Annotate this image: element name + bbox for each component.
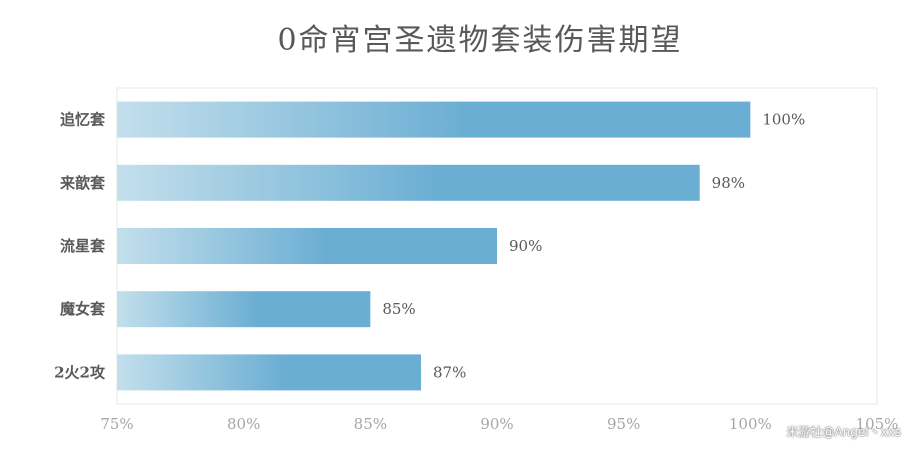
x-tick-label: 90% <box>480 415 513 433</box>
bar-1 <box>117 164 700 201</box>
bar-4 <box>117 354 421 391</box>
data-label: 87% <box>433 363 466 381</box>
category-label: 追忆套 <box>60 111 106 129</box>
bars-group <box>117 101 751 391</box>
category-label: 魔女套 <box>60 300 106 318</box>
bar-3 <box>117 291 371 328</box>
category-label: 2火2攻 <box>54 363 106 381</box>
data-label: 85% <box>382 300 415 318</box>
value-labels: 100% 98% 90% 85% 87% <box>382 111 805 382</box>
x-axis-ticks: 75% 80% 85% 90% 95% 100% 105% <box>100 415 898 433</box>
x-tick-label: 105% <box>856 415 899 433</box>
chart-title: 0命宵宫圣遗物套装伤害期望 <box>277 23 682 58</box>
x-tick-label: 85% <box>354 415 387 433</box>
category-label: 来歆套 <box>59 174 106 192</box>
data-label: 100% <box>762 111 805 129</box>
x-tick-label: 80% <box>227 415 260 433</box>
watermark: 米游社@Angel丶xxs <box>786 425 901 439</box>
x-tick-label: 75% <box>100 415 133 433</box>
x-tick-label: 100% <box>729 415 772 433</box>
data-label: 98% <box>712 174 745 192</box>
x-tick-label: 95% <box>607 415 640 433</box>
bar-2 <box>117 228 497 264</box>
category-label: 流星套 <box>60 237 106 255</box>
data-label: 90% <box>509 237 542 255</box>
bar-0 <box>117 101 751 138</box>
